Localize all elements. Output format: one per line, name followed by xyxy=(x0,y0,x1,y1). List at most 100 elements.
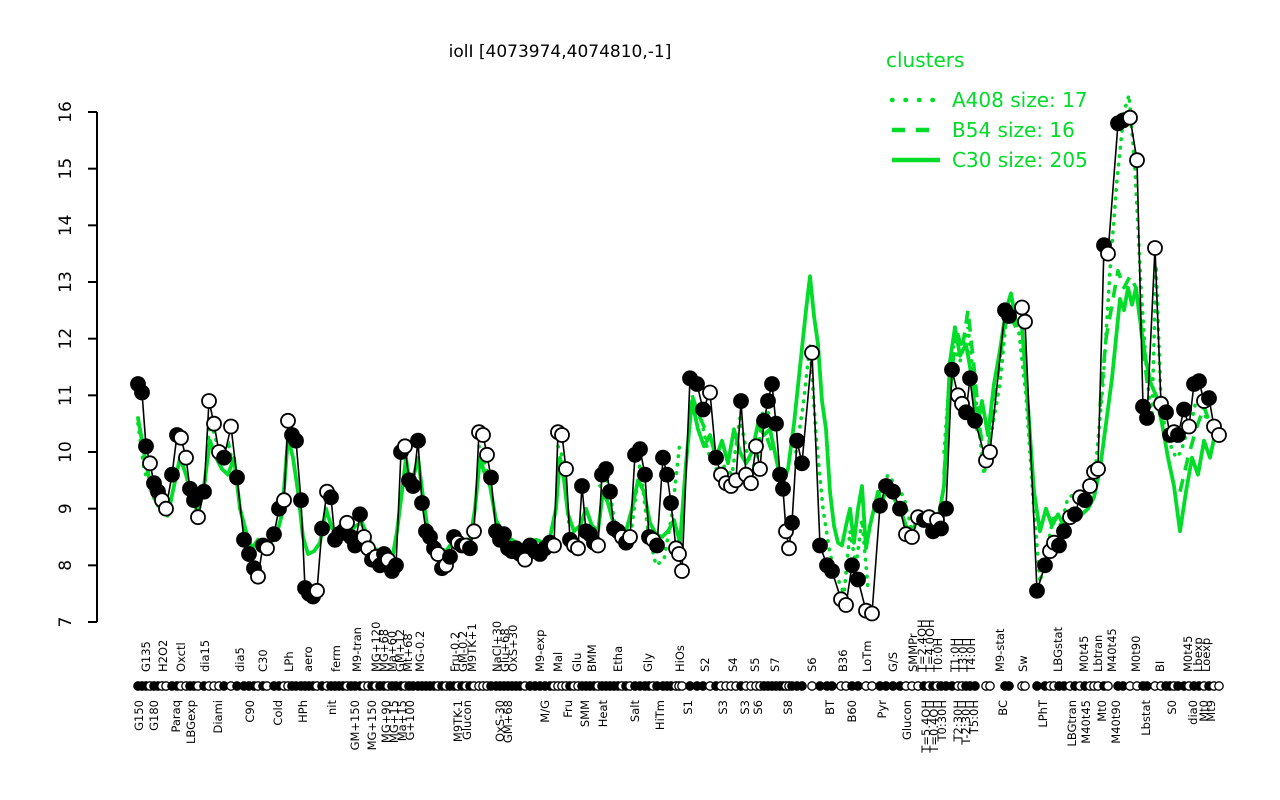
condition-label-top: T=4.0OH xyxy=(923,619,937,673)
sample-type-strip xyxy=(133,681,1224,691)
data-point-open xyxy=(280,412,296,429)
data-point-open xyxy=(622,529,638,545)
condition-label-bottom: Ma+15 xyxy=(395,700,409,741)
condition-label-bottom: S3 xyxy=(716,700,730,715)
condition-label-bottom: MG+150 xyxy=(365,700,379,750)
condition-label-bottom: T0:30H xyxy=(935,700,949,743)
condition-label-bottom: M/G xyxy=(538,700,552,723)
condition-label-bottom: nit xyxy=(325,700,339,715)
data-point-filled xyxy=(196,483,212,500)
condition-label-bottom: S8 xyxy=(781,700,795,715)
condition-label-bottom: B60 xyxy=(845,700,859,723)
cluster-C30-solid-line xyxy=(136,274,1218,562)
data-point-open xyxy=(702,384,718,401)
cluster-B54-dashed-line xyxy=(1098,268,1150,407)
condition-label-bottom: Pyr xyxy=(875,700,889,719)
condition-label-bottom: M9TK-1 xyxy=(451,700,465,742)
condition-label-bottom: GM+68 xyxy=(501,700,515,743)
data-point-filled xyxy=(872,497,888,514)
data-point-filled xyxy=(314,520,330,537)
legend-label-B54: B54 size: 16 xyxy=(952,118,1075,142)
data-point-filled xyxy=(186,492,202,509)
condition-label-top: G/S xyxy=(886,652,900,672)
legend-label-C30: C30 size: 205 xyxy=(952,148,1088,172)
condition-label-top: GM-0.2 xyxy=(456,631,470,672)
data-point-filled xyxy=(775,480,791,497)
data-point-open xyxy=(201,393,217,409)
data-point-open xyxy=(1181,418,1197,435)
data-point-filled xyxy=(236,531,252,548)
condition-label-top: T0:0H xyxy=(931,638,945,673)
y-tick-label: 13 xyxy=(56,271,76,293)
condition-label-top: T3:0H xyxy=(956,638,970,673)
data-point-filled xyxy=(962,370,978,387)
strip-glyph xyxy=(827,681,837,691)
data-point-open xyxy=(259,540,275,557)
condition-label-bottom: T=0.4OH xyxy=(927,700,941,754)
data-point-open xyxy=(558,461,574,477)
strip-glyph xyxy=(867,681,877,691)
data-point-filled xyxy=(496,526,512,543)
condition-label-top: MG+120 xyxy=(369,622,383,672)
strip-glyph xyxy=(1103,681,1113,691)
data-point-open xyxy=(1122,109,1138,126)
data-point-open xyxy=(590,537,606,554)
data-point-open xyxy=(752,461,768,477)
data-point-filled xyxy=(824,563,840,579)
data-point-open xyxy=(864,605,880,622)
condition-label-top: G135 xyxy=(139,641,153,672)
data-point-filled xyxy=(689,376,705,392)
strip-glyph xyxy=(985,681,995,691)
data-point-filled xyxy=(1158,404,1174,421)
condition-label-top: T4:0H xyxy=(964,638,978,673)
legend: A408 size: 17 B54 size: 16 C30 size: 205 xyxy=(889,88,1088,172)
data-point-open xyxy=(158,500,174,517)
data-point-open xyxy=(250,568,266,585)
condition-label-bottom: Glucon xyxy=(460,700,474,740)
data-point-filled xyxy=(933,520,949,537)
condition-label-top: M9-tran xyxy=(350,627,364,672)
data-point-filled xyxy=(733,393,749,409)
condition-label-bottom: T-2:30H xyxy=(959,700,973,746)
condition-label-top: Oxctl xyxy=(174,642,188,672)
data-point-filled xyxy=(134,384,150,401)
condition-label-bottom: Mt0 xyxy=(1197,700,1211,722)
data-point-filled xyxy=(649,537,665,554)
condition-label-top: M0t45 xyxy=(1077,636,1091,672)
condition-label-top: C30 xyxy=(256,649,270,672)
data-point-filled xyxy=(229,469,245,486)
y-tick-label: 8 xyxy=(56,560,76,571)
cluster-B54-dashed-line xyxy=(1178,404,1214,493)
data-point-filled xyxy=(410,432,426,449)
condition-label-top: Glu xyxy=(570,653,584,672)
strip-glyph xyxy=(677,681,687,691)
strip-glyph xyxy=(1214,681,1224,691)
data-point-filled xyxy=(695,401,711,418)
condition-label-bottom: Salt xyxy=(628,700,642,723)
data-point-open xyxy=(173,429,189,446)
cluster-A408-dotted-line xyxy=(598,438,682,569)
condition-label-bottom: HPh xyxy=(296,700,310,723)
condition-label-top: Fru-0.2 xyxy=(448,632,462,672)
condition-label-bottom: T2:30H xyxy=(951,700,965,743)
data-point-open xyxy=(479,446,495,463)
data-point-filled xyxy=(442,548,458,565)
condition-label-top: B36 xyxy=(836,649,850,672)
y-axis: 7 8 9 10 11 12 13 14 15 16 xyxy=(56,101,98,627)
y-tick-label: 15 xyxy=(56,158,76,180)
data-point-filled xyxy=(760,393,776,409)
condition-label-bottom: dia0 xyxy=(1186,700,1200,725)
data-point-filled xyxy=(216,449,232,466)
condition-label-top: S6 xyxy=(805,657,819,672)
data-point-filled xyxy=(1201,390,1217,407)
condition-label-top: Lbexp xyxy=(1191,637,1205,672)
condition-label-bottom: HiTm xyxy=(653,700,667,730)
data-point-open xyxy=(743,475,759,492)
data-point-filled xyxy=(659,466,675,483)
data-point-open xyxy=(276,492,292,509)
legend-title: clusters xyxy=(886,48,964,72)
data-point-filled xyxy=(352,506,368,523)
condition-label-top: M0t45 xyxy=(1181,636,1195,672)
